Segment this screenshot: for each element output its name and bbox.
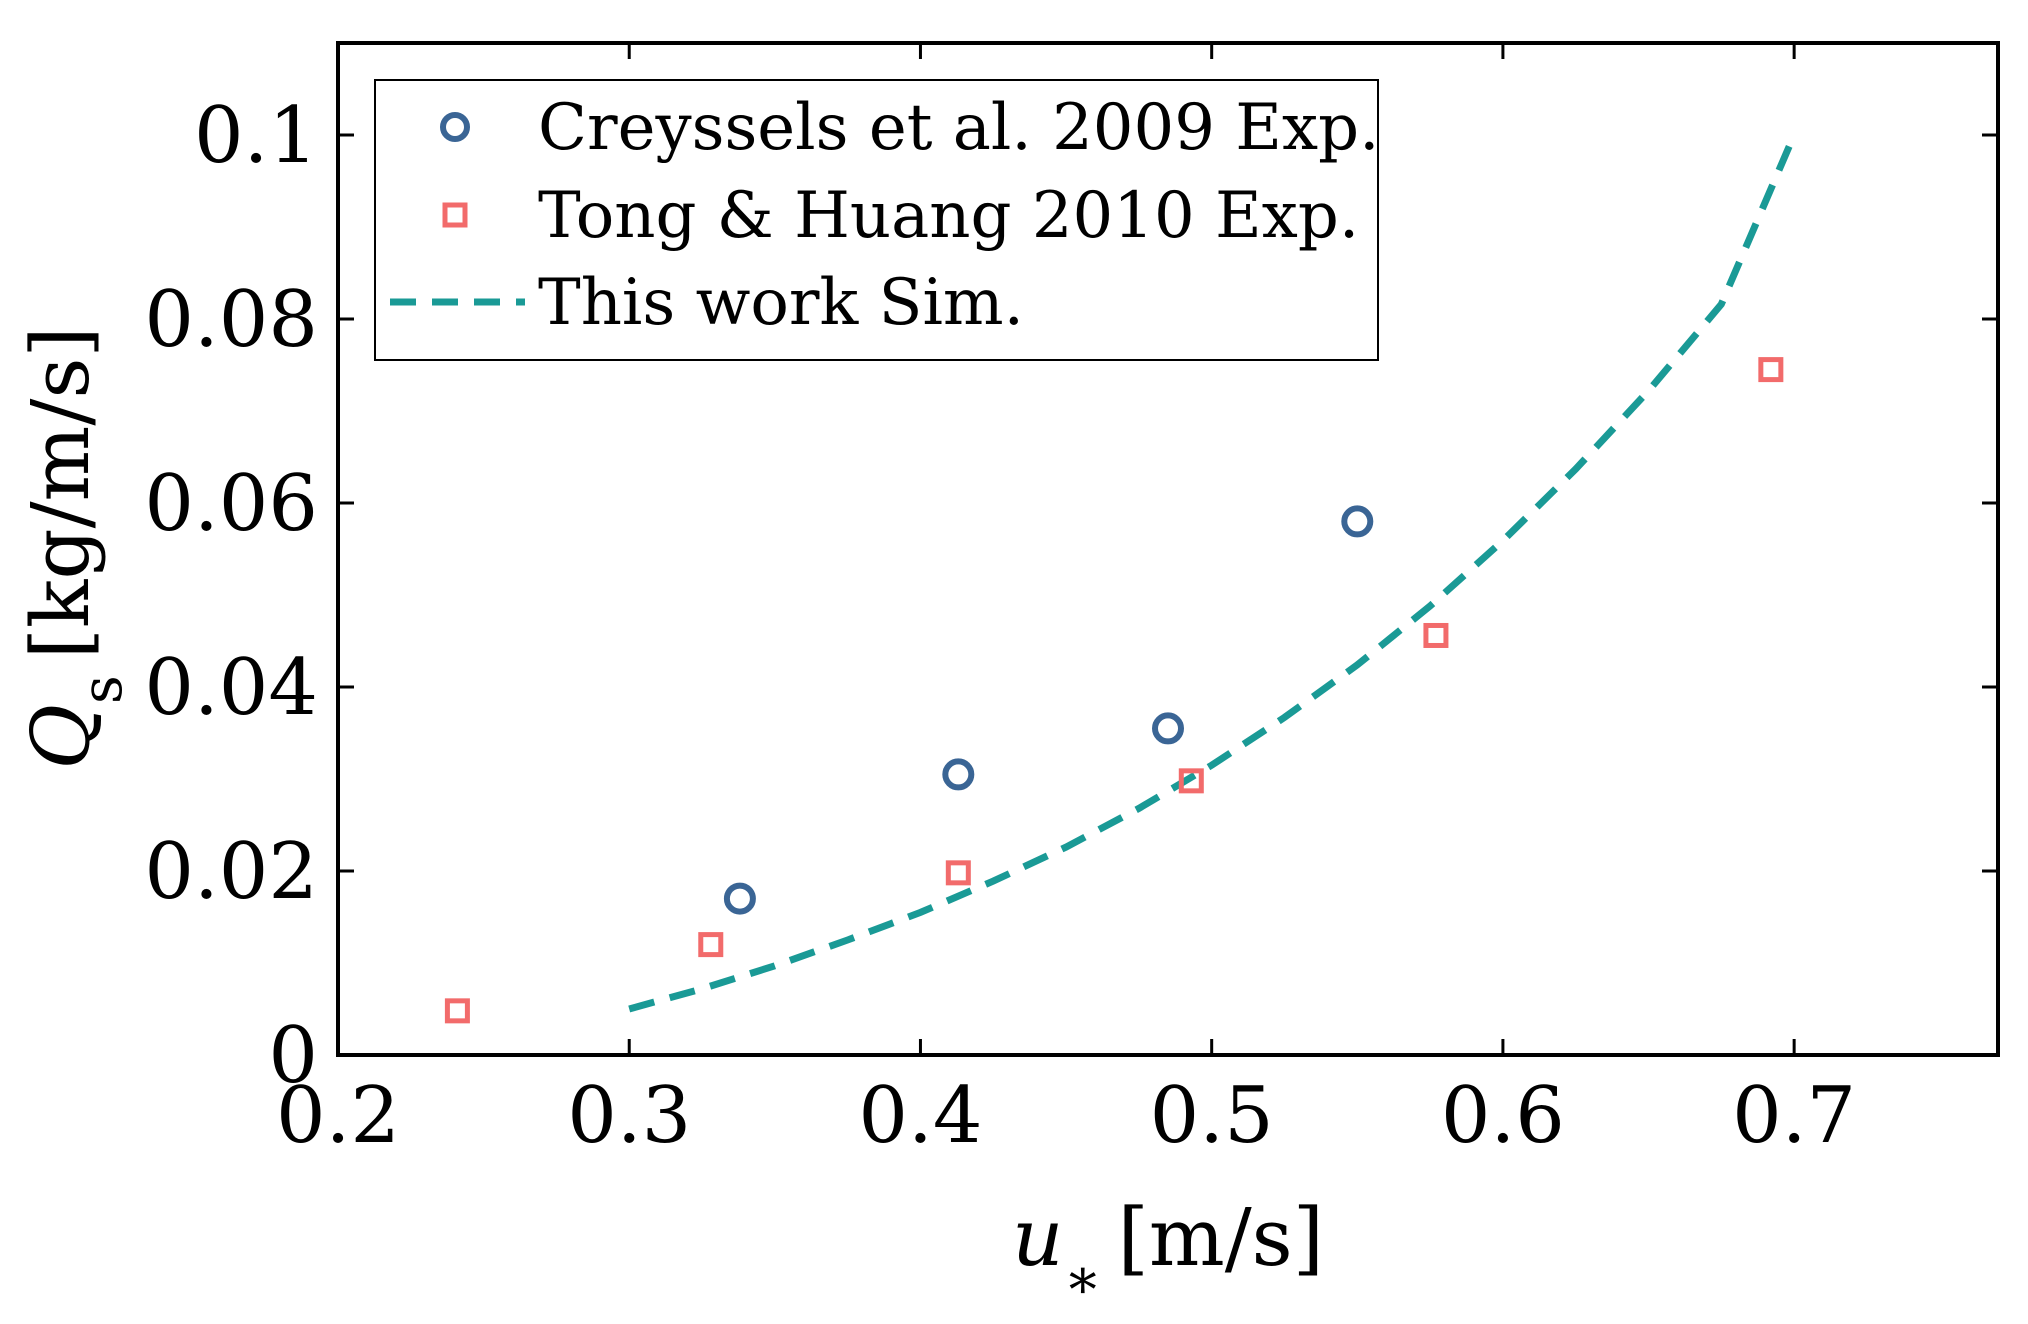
tong-huang-point — [945, 860, 971, 886]
tong-huang-point — [444, 998, 470, 1024]
plot-frame — [336, 41, 2000, 1057]
y-tick-label: 0.02 — [144, 827, 318, 917]
creyssels-point — [1152, 712, 1184, 745]
x-tick-label: 0.5 — [1150, 1071, 1274, 1161]
y-tick-label: 0.1 — [194, 91, 318, 181]
legend-marker-circle — [440, 112, 470, 142]
creyssels-point — [1341, 505, 1374, 538]
legend-label: This work Sim. — [538, 266, 1024, 340]
tong-huang-point — [698, 932, 724, 958]
y-axis-label: Qs[kg/m/s] — [14, 326, 135, 769]
legend-label: Creyssels et al. 2009 Exp. — [538, 91, 1379, 165]
tong-huang-point — [1423, 622, 1449, 648]
tong-huang-point — [1178, 768, 1204, 794]
legend: Creyssels et al. 2009 Exp. Tong & Huang 2… — [374, 79, 1379, 361]
y-tick-label: 0.04 — [144, 643, 318, 733]
y-tick-label: 0 — [268, 1011, 318, 1101]
legend-box — [374, 79, 1379, 361]
x-tick-label: 0.6 — [1441, 1071, 1565, 1161]
plot-area — [444, 133, 1798, 1024]
x-tick-label: 0.2 — [276, 1071, 400, 1161]
tong-huang-point — [1758, 357, 1784, 383]
creyssels-point — [723, 882, 756, 915]
x-axis-label: u∗ [m/s] — [1012, 1191, 1324, 1312]
axes: 0.2 0.3 0.4 0.5 0.6 0.7 0 0.02 0.04 0.06 0.08 0.1 u∗… — [14, 41, 2000, 1312]
x-tick-label: 0.4 — [858, 1071, 982, 1161]
y-tick-label: 0.08 — [144, 275, 318, 365]
x-tick-label: 0.7 — [1732, 1071, 1856, 1161]
sim-curve — [628, 133, 1798, 1013]
creyssels-point — [942, 758, 975, 791]
x-tick-label: 0.3 — [567, 1071, 691, 1161]
y-tick-label: 0.06 — [144, 459, 318, 549]
legend-marker-square — [442, 202, 468, 228]
legend-label: Tong & Huang 2010 Exp. — [538, 179, 1359, 253]
